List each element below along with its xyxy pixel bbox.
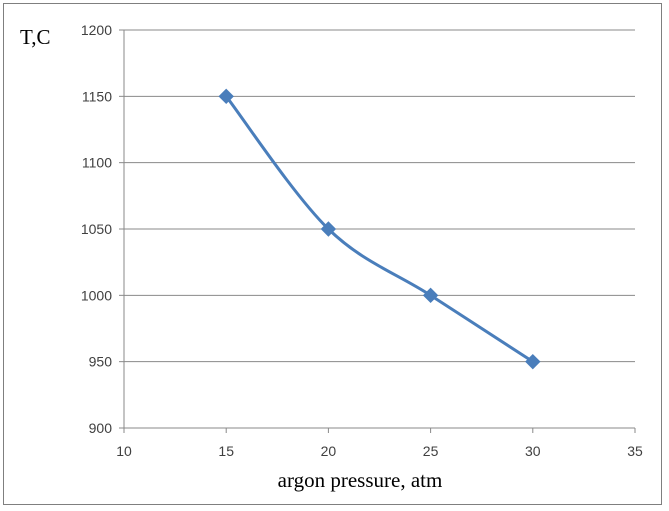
series-line [225,95,534,363]
x-tick-label: 20 [321,443,337,459]
chart-frame [3,3,662,505]
x-tick-label: 35 [627,443,643,459]
data-point-marker [525,353,541,370]
tick-labels: 900 950 1000 1050 1100 1150 1200 10 15 20 25 30 35 [81,22,643,459]
y-tick-label: 1000 [81,287,112,303]
y-axis-label: T,C [20,25,51,49]
y-tick-label: 900 [89,420,113,436]
y-tick-label: 950 [89,354,113,370]
x-tick-label: 30 [525,443,541,459]
x-tick-label: 25 [423,443,439,459]
y-tick-label: 1100 [82,155,112,171]
axes [119,29,636,433]
x-tick-label: 10 [116,443,132,459]
data-point-marker [320,221,337,237]
data-point-marker [422,287,439,304]
y-tick-label: 1200 [81,22,112,38]
gridlines [124,29,635,363]
y-tick-label: 1050 [81,221,112,237]
x-axis-label: argon pressure, atm [278,468,443,492]
data-point-marker [218,88,234,105]
y-tick-label: 1150 [82,88,112,104]
data-series [218,88,541,370]
x-tick-label: 15 [218,443,234,459]
